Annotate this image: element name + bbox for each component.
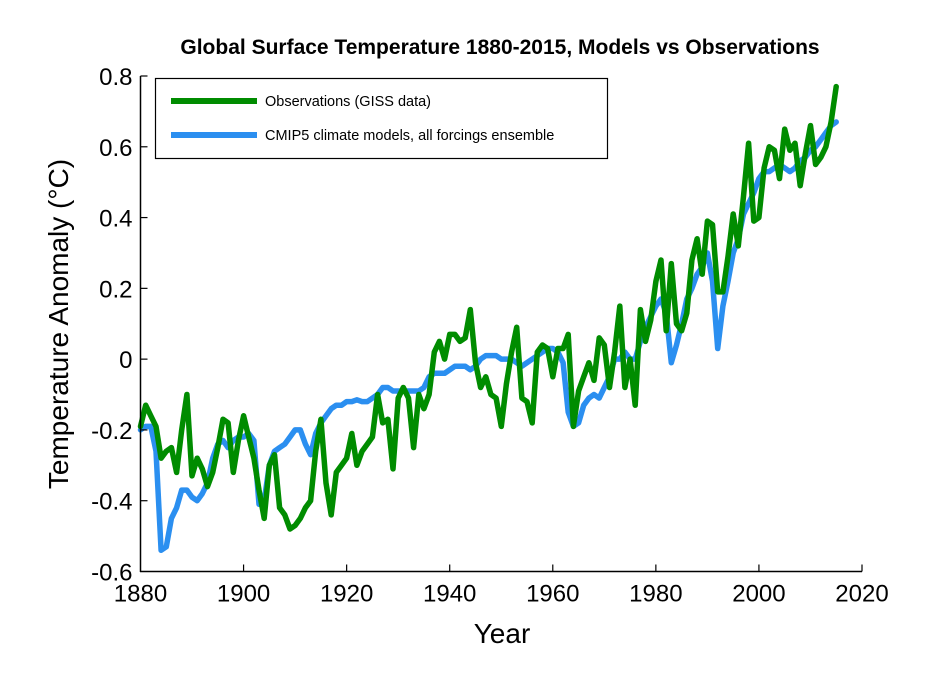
legend: Observations (GISS data) CMIP5 climate m… — [154, 77, 609, 160]
y-axis-label: Temperature Anomaly (°C) — [43, 159, 74, 489]
x-tick-label: 2020 — [835, 581, 888, 608]
legend-label-models: CMIP5 climate models, all forcings ensem… — [265, 128, 554, 144]
x-tick-label: 1960 — [526, 581, 579, 608]
x-axis-label: Year — [474, 618, 531, 649]
x-tick-label: 1940 — [423, 581, 476, 608]
chart-title: Global Surface Temperature 1880-2015, Mo… — [180, 36, 819, 59]
x-tick-label: 1980 — [629, 581, 682, 608]
axes — [139, 76, 862, 573]
legend-label-observations: Observations (GISS data) — [265, 94, 431, 110]
y-tick-label: -0.2 — [91, 418, 132, 445]
x-tick-label: 1880 — [114, 581, 167, 608]
y-tick-label: 0.4 — [99, 206, 132, 233]
y-tick-label: -0.6 — [91, 560, 132, 587]
series-line-observations — [137, 83, 839, 532]
series-layer — [137, 83, 839, 554]
y-tick-label: 0.2 — [99, 276, 132, 303]
legend-box — [154, 77, 609, 160]
series-line-models — [137, 119, 839, 554]
y-ticks: -0.6 -0.4 -0.2 0 0.2 0.4 0.6 0.8 — [91, 64, 148, 587]
y-tick-label: 0.6 — [99, 135, 132, 162]
x-tick-label: 1920 — [320, 581, 373, 608]
x-tick-label: 2000 — [732, 581, 785, 608]
x-tick-label: 1900 — [217, 581, 270, 608]
y-tick-label: -0.4 — [91, 489, 132, 516]
y-tick-label: 0 — [119, 347, 132, 374]
x-ticks: 1880 1900 1920 1940 1960 1980 2000 2020 — [114, 564, 889, 608]
y-tick-label: 0.8 — [99, 64, 132, 91]
